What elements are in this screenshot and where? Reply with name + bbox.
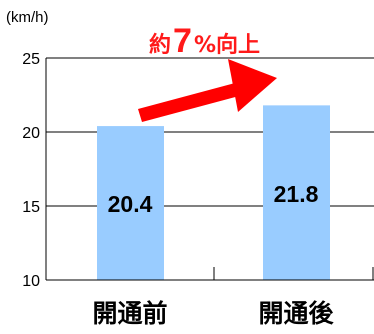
annotation-number: 7 xyxy=(173,22,192,60)
increase-arrow-icon xyxy=(138,59,277,122)
x-category-label-before: 開通前 xyxy=(92,299,167,328)
y-tick-label-20: 20 xyxy=(22,125,40,142)
data-label-before: 20.4 xyxy=(108,191,153,217)
y-tick-label-25: 25 xyxy=(22,51,40,68)
y-tick-label-10: 10 xyxy=(22,273,40,290)
y-tick-label-15: 15 xyxy=(22,199,40,216)
annotation-suffix: %向上 xyxy=(194,32,260,58)
bar-before-opening xyxy=(97,126,164,280)
increase-annotation: 約7%向上 xyxy=(149,22,260,60)
bar-after-opening xyxy=(263,105,330,280)
annotation-prefix: 約 xyxy=(149,32,171,58)
x-category-label-after: 開通後 xyxy=(258,299,334,328)
data-label-after: 21.8 xyxy=(274,181,319,207)
y-axis-unit-label: (km/h) xyxy=(6,9,49,26)
